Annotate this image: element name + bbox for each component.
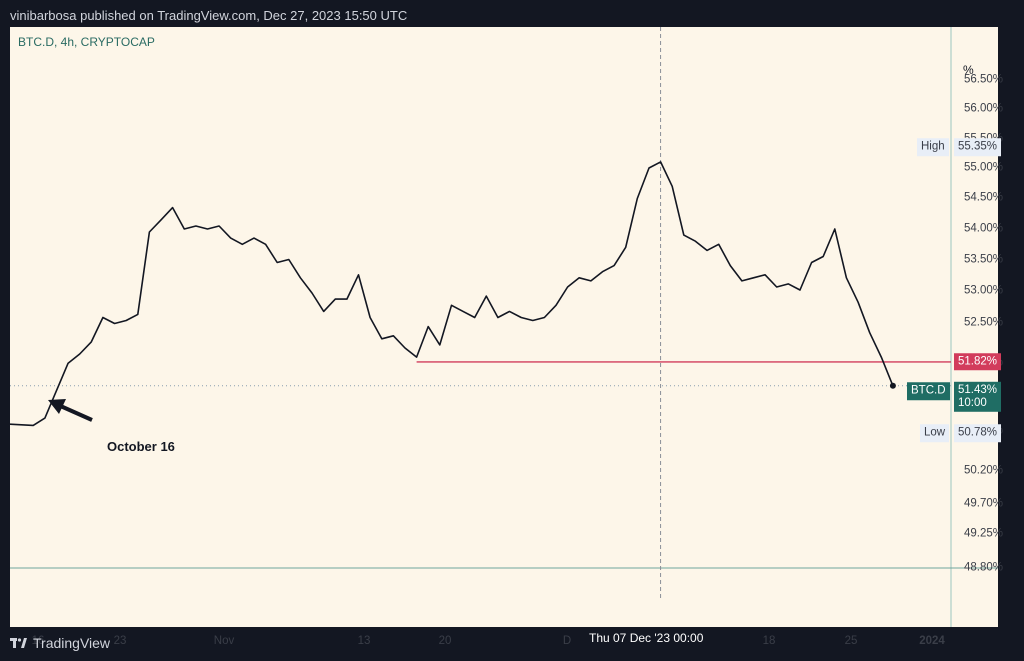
- last-price-tag: 51.43% 10:00: [954, 381, 1002, 413]
- price-axis-tick: 50.20%: [964, 464, 1004, 477]
- price-axis-tick: 52.50%: [964, 316, 1004, 329]
- time-axis-tick: 20: [438, 635, 452, 647]
- time-axis-tick: D: [562, 635, 572, 647]
- symbol-legend[interactable]: BTC.D, 4h, CRYPTOCAP: [18, 35, 155, 49]
- chart-canvas[interactable]: [10, 27, 998, 627]
- time-axis-tick: 16: [31, 635, 45, 647]
- low-label: Low: [920, 424, 950, 442]
- high-label: High: [917, 138, 949, 156]
- chart-panel[interactable]: BTC.D, 4h, CRYPTOCAP % 56.50%56.00%55.50…: [10, 27, 1003, 649]
- last-price-value: 51.43%: [958, 383, 998, 396]
- symbol-name-tag: BTC.D: [907, 382, 950, 400]
- price-axis-tick: 56.50%: [964, 73, 1004, 86]
- arrow-pointer-icon: [48, 399, 93, 422]
- price-axis-tick: 53.50%: [964, 253, 1004, 266]
- price-line-series: [10, 161, 894, 427]
- low-value-tag: 50.78%: [954, 424, 1002, 442]
- time-axis-tick: 18: [762, 635, 776, 647]
- high-value-tag: 55.35%: [954, 138, 1002, 156]
- time-axis-tick: 23: [113, 635, 127, 647]
- annotation-label: October 16: [107, 439, 175, 454]
- time-axis-tick: 25: [844, 635, 858, 647]
- time-axis-tick: Nov: [213, 635, 235, 647]
- price-axis-tick: 55.00%: [964, 161, 1004, 174]
- time-axis-tick: 13: [357, 635, 371, 647]
- footer-brand[interactable]: TradingView: [10, 635, 110, 651]
- crosshair-date-label: Thu 07 Dec '23 00:00: [580, 627, 713, 649]
- publish-header: vinibarbosa published on TradingView.com…: [10, 8, 408, 23]
- price-axis-tick: 53.00%: [964, 284, 1004, 297]
- price-axis-tick: 49.25%: [964, 527, 1004, 540]
- level-price-tag: 51.82%: [954, 353, 1002, 371]
- price-axis-tick: 56.00%: [964, 102, 1004, 115]
- time-axis-tick: 2024: [919, 635, 945, 647]
- tradingview-logo-icon: [10, 638, 27, 648]
- price-axis-tick: 54.00%: [964, 222, 1004, 235]
- price-axis-tick: 49.70%: [964, 497, 1004, 510]
- price-axis-tick: 48.80%: [964, 561, 1004, 574]
- footer-brand-name: TradingView: [33, 635, 111, 651]
- countdown-value: 10:00: [958, 397, 987, 409]
- axis-unit-label: %: [963, 63, 974, 77]
- price-axis-tick: 54.50%: [964, 191, 1004, 204]
